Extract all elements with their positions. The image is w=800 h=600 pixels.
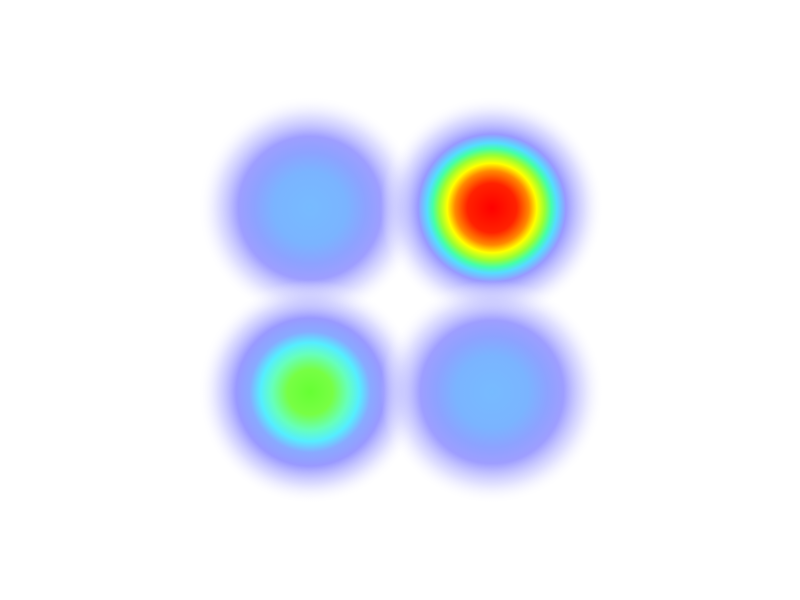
heat-blob-0-1 (198, 96, 422, 320)
heat-blob-1-0 (380, 280, 604, 504)
heat-blobs (198, 96, 604, 504)
heat-blob-0-0 (198, 280, 422, 504)
heat-blob-1-1 (380, 96, 604, 320)
